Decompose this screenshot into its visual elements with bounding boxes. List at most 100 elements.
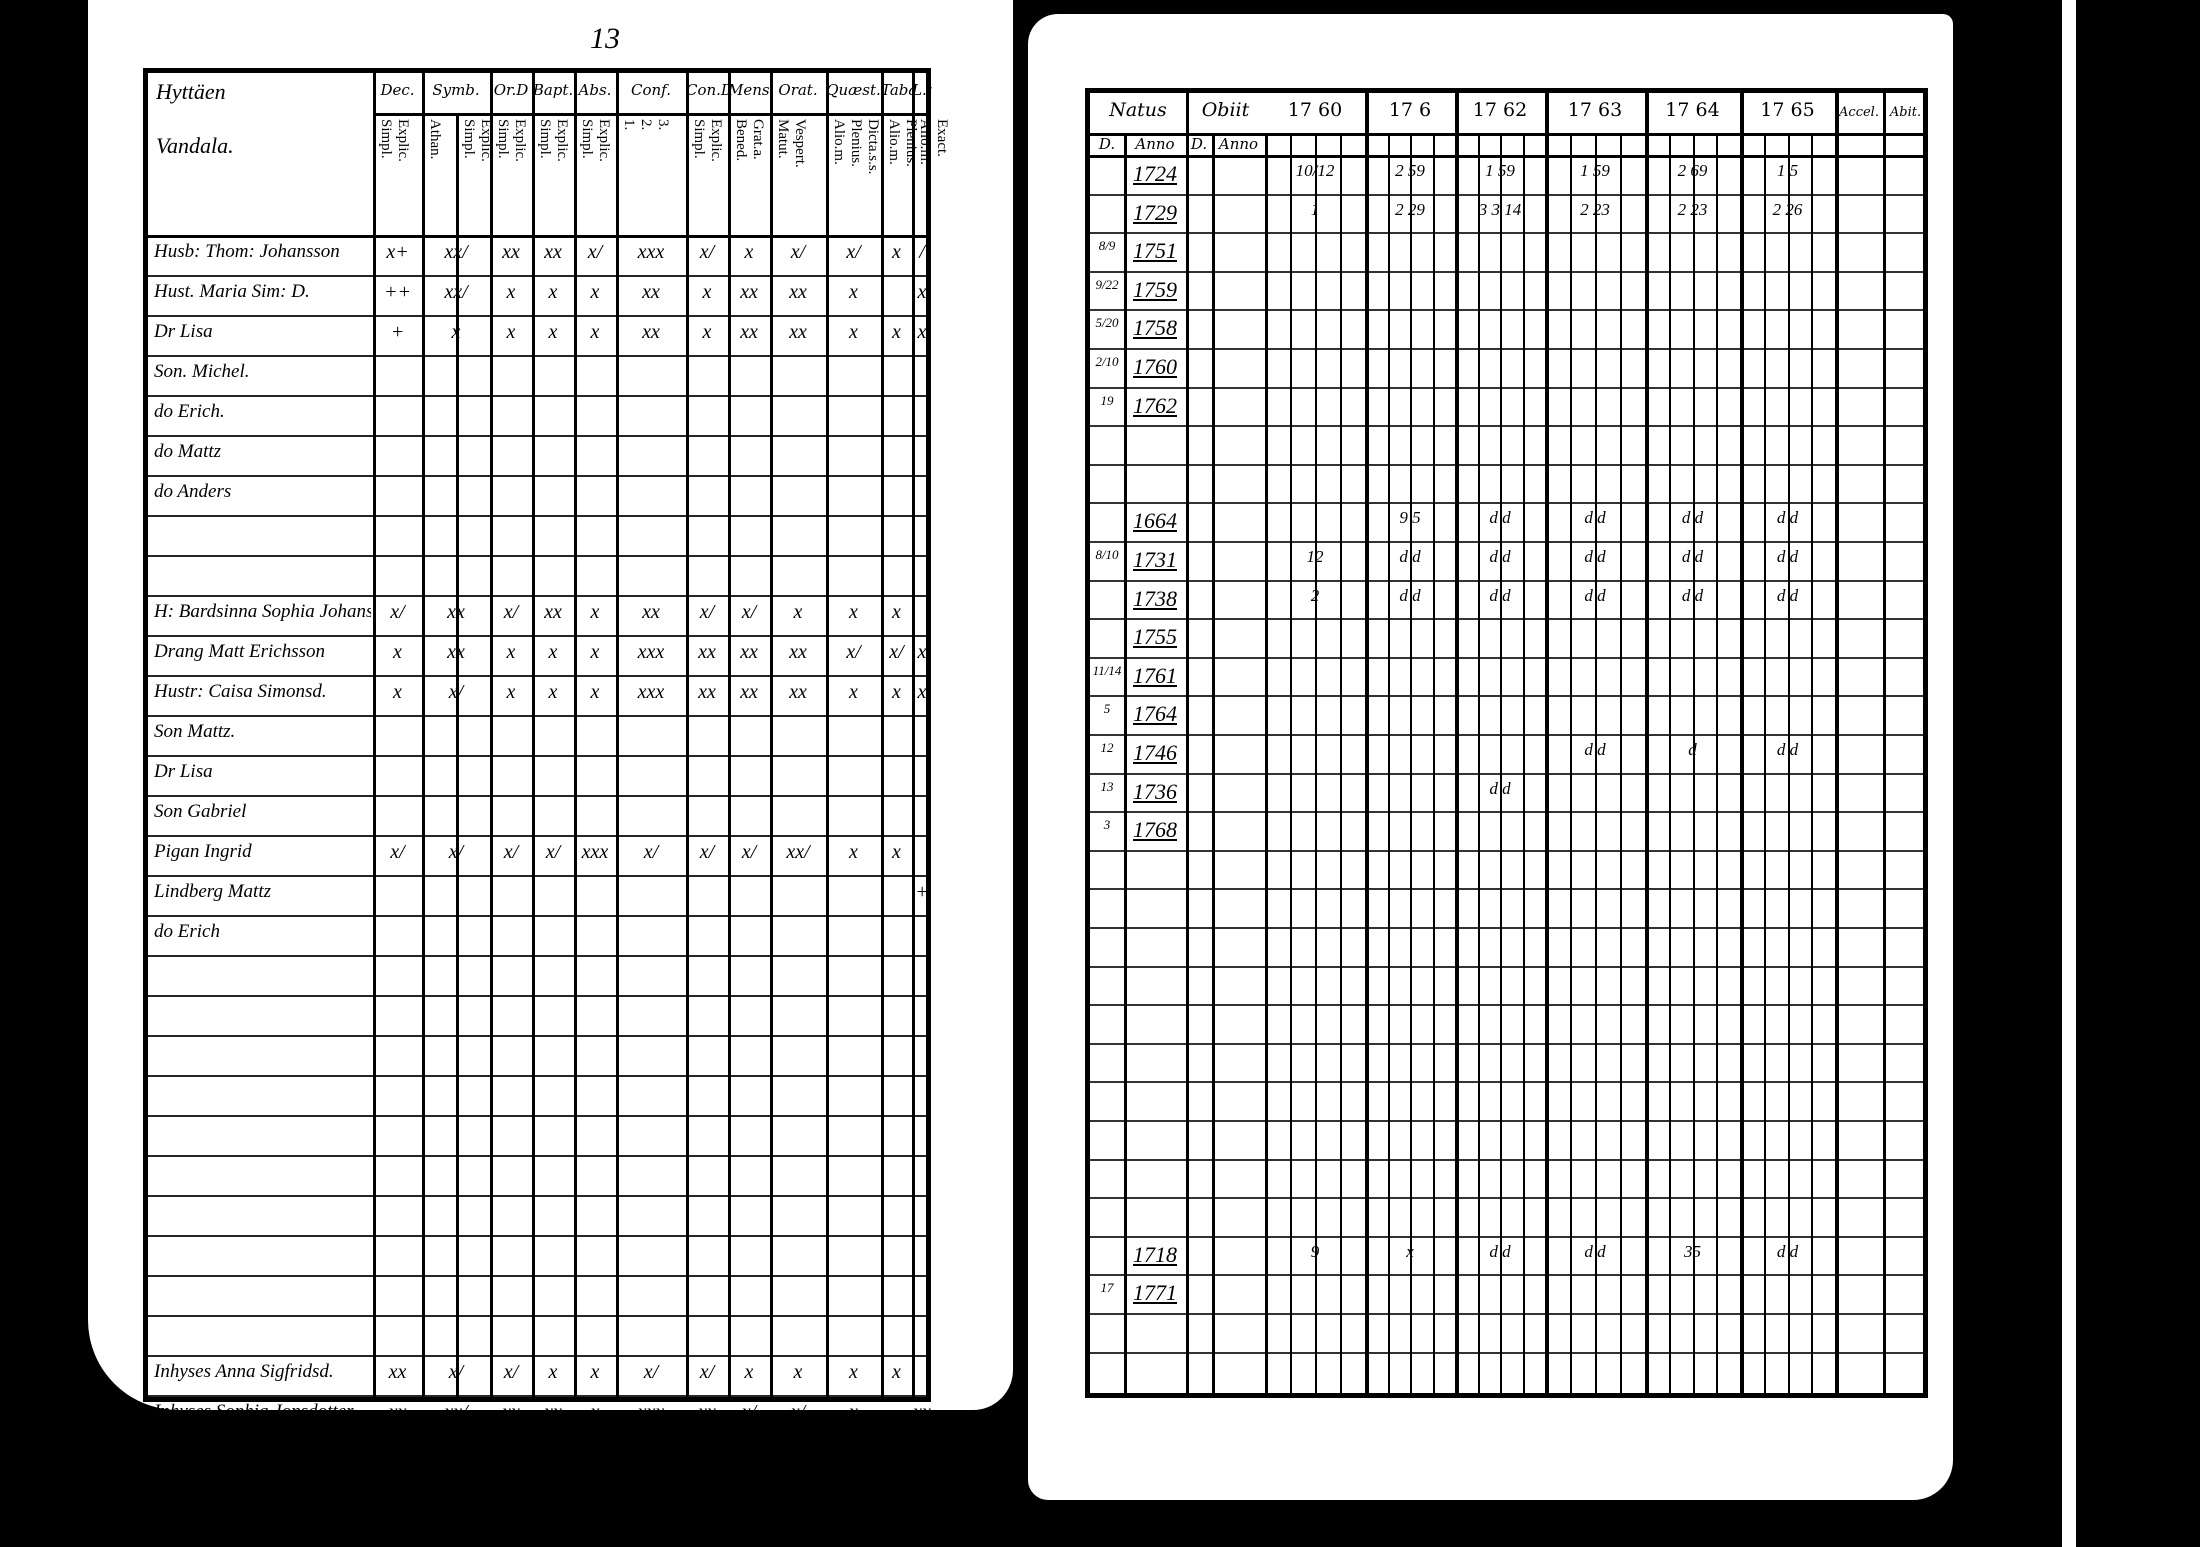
- attendance-mark: 2 69: [1677, 161, 1708, 180]
- column-header: Quæst.: [826, 81, 881, 99]
- exam-mark: x: [506, 681, 516, 703]
- row-line: [148, 835, 926, 837]
- row-line: [1090, 541, 1923, 543]
- column-divider: [686, 73, 689, 1397]
- year-subcolumn-line: [1410, 133, 1412, 1393]
- exam-mark: x: [548, 321, 558, 343]
- attendance-mark: 9 5: [1399, 508, 1421, 528]
- exam-mark: xx: [740, 281, 758, 303]
- row-line: [148, 1355, 926, 1357]
- birth-year: 1731: [1133, 547, 1177, 572]
- row-line: [148, 1195, 926, 1197]
- year-header: 17 60: [1287, 99, 1343, 121]
- attendance-mark: d d: [1489, 778, 1511, 798]
- row-line: [1090, 348, 1923, 350]
- row-line: [148, 515, 926, 517]
- exam-mark: xx: [447, 641, 465, 663]
- year-subcolumn-line: [1668, 133, 1671, 1393]
- person-name: Hust. Maria Sim: D.: [154, 281, 310, 302]
- exam-mark: xxx: [581, 841, 609, 863]
- birth-day: 5/20: [1095, 315, 1119, 331]
- margin-note: i ex./ i Bys.: [60, 713, 76, 780]
- year-header: 17 6: [1388, 99, 1432, 121]
- column-header: Con.D: [686, 81, 728, 99]
- row-line: [148, 1395, 926, 1397]
- exam-mark: x: [506, 641, 516, 663]
- exam-mark: x/: [390, 601, 405, 623]
- exam-mark: x: [849, 281, 858, 303]
- row-line: [148, 1155, 926, 1157]
- year-divider: [1645, 93, 1649, 1393]
- exam-mark: x+: [386, 241, 409, 263]
- row-line: [148, 1035, 926, 1037]
- exam-mark: x: [548, 681, 558, 703]
- row-line: [1090, 695, 1923, 698]
- exam-mark: xx: [447, 601, 465, 623]
- attendance-mark: d: [1688, 740, 1697, 759]
- row-line: [1090, 1042, 1923, 1045]
- header-divider: [1090, 133, 1923, 136]
- exam-mark: x: [849, 1361, 858, 1383]
- accel-header: Accel.: [1839, 105, 1879, 120]
- birth-day: 17: [1100, 1280, 1114, 1296]
- row-line: [148, 755, 926, 757]
- attendance-mark: d d: [1399, 547, 1421, 566]
- row-line: [148, 435, 926, 437]
- exam-mark: xx/: [786, 841, 810, 863]
- subheader-anno: Anno: [1218, 135, 1259, 153]
- attendance-mark: d d: [1681, 585, 1704, 605]
- birth-year: 1729: [1133, 199, 1177, 225]
- year-subcolumn-line: [1716, 133, 1719, 1393]
- exam-mark: x/: [699, 601, 715, 623]
- row-line: [148, 275, 926, 277]
- row-line: [148, 1275, 926, 1277]
- row-line: [1090, 888, 1923, 891]
- column-header: Conf.: [631, 81, 671, 99]
- attendance-mark: d d: [1681, 508, 1704, 528]
- year-header: 17 64: [1665, 99, 1720, 121]
- birth-day: 9/22: [1095, 276, 1119, 292]
- exam-mark: /: [919, 241, 925, 263]
- exam-mark: x: [590, 1401, 600, 1423]
- natus-header: Natus: [1109, 99, 1167, 121]
- row-line: [148, 995, 926, 997]
- year-subcolumn-line: [1692, 133, 1695, 1393]
- attendance-mark: 35: [1684, 1241, 1701, 1261]
- year-subcolumn-line: [1315, 133, 1317, 1393]
- exam-mark: xx: [698, 681, 716, 703]
- exam-mark: x/: [503, 601, 519, 623]
- row-line: [1090, 232, 1923, 235]
- subheader-d: D.: [1098, 135, 1116, 153]
- subheader-anno: Anno: [1135, 135, 1175, 153]
- birth-year: 1760: [1133, 354, 1177, 379]
- year-subcolumn-line: [1477, 133, 1480, 1393]
- row-line: [148, 315, 926, 317]
- row-line: [1090, 618, 1923, 621]
- row-line: [1090, 1158, 1923, 1161]
- column-divider: [728, 73, 731, 1397]
- exam-mark: x/: [545, 841, 561, 863]
- birth-day: 8/9: [1098, 238, 1116, 254]
- row-line: [148, 875, 926, 877]
- birth-year: 1664: [1133, 508, 1177, 534]
- attendance-mark: 1 5: [1776, 161, 1799, 180]
- row-line: [148, 635, 926, 637]
- header-village-name: Vandala.: [156, 133, 234, 158]
- birth-day: 19: [1100, 392, 1114, 408]
- column-header: Mens.: [728, 81, 770, 99]
- exam-mark: x/: [889, 641, 904, 663]
- column-subheader: Explic. Simpl.: [579, 119, 612, 162]
- attendance-mark: 12: [1306, 547, 1324, 566]
- attendance-mark: d d: [1489, 585, 1511, 605]
- exam-mark: xx: [544, 601, 562, 623]
- header-parish-name: Hyttäen: [156, 79, 226, 104]
- exam-mark: x/: [846, 641, 861, 663]
- birth-year: 1759: [1133, 276, 1177, 302]
- year-header: 17 62: [1472, 99, 1528, 121]
- exam-mark: x: [917, 681, 927, 703]
- exam-mark: xx: [502, 241, 520, 263]
- exam-mark: xxx: [637, 641, 665, 663]
- row-line: [148, 475, 926, 477]
- exam-mark: x: [892, 681, 901, 703]
- row-line: [148, 1115, 926, 1117]
